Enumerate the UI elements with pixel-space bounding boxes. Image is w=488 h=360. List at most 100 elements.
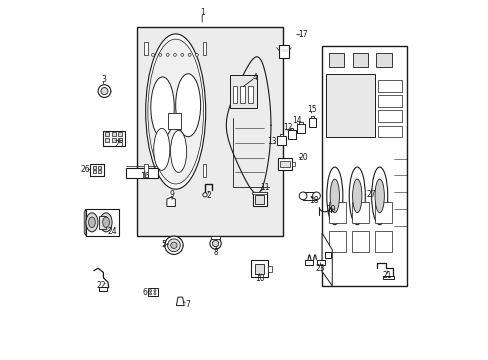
- Text: 21: 21: [382, 271, 391, 280]
- Text: 23: 23: [315, 264, 325, 273]
- Ellipse shape: [352, 179, 361, 213]
- Bar: [317, 260, 324, 265]
- Ellipse shape: [102, 217, 109, 228]
- Bar: [322, 46, 406, 286]
- Bar: [374, 202, 391, 224]
- Bar: [203, 164, 206, 177]
- Bar: [290, 128, 293, 130]
- Text: 7: 7: [184, 300, 189, 309]
- Bar: [280, 161, 289, 167]
- Bar: [310, 116, 313, 118]
- Ellipse shape: [153, 129, 169, 170]
- Bar: [383, 276, 393, 279]
- Bar: [279, 134, 283, 136]
- Ellipse shape: [299, 192, 306, 200]
- Circle shape: [170, 242, 177, 248]
- Text: 25: 25: [114, 140, 124, 149]
- Polygon shape: [176, 297, 184, 306]
- Bar: [376, 53, 391, 67]
- Polygon shape: [322, 233, 332, 286]
- Circle shape: [154, 289, 156, 292]
- Polygon shape: [84, 209, 86, 235]
- Ellipse shape: [329, 179, 339, 213]
- Bar: [98, 166, 101, 168]
- Text: 26: 26: [80, 165, 90, 174]
- Bar: [267, 266, 271, 272]
- Bar: [328, 231, 345, 252]
- Text: 10: 10: [254, 274, 264, 283]
- Bar: [303, 192, 316, 200]
- Circle shape: [98, 85, 111, 98]
- Bar: [230, 75, 256, 108]
- Polygon shape: [166, 197, 175, 207]
- Bar: [296, 124, 304, 133]
- Circle shape: [166, 53, 169, 56]
- Circle shape: [188, 53, 191, 56]
- Bar: [168, 113, 180, 129]
- Bar: [137, 27, 283, 237]
- Bar: [255, 195, 264, 204]
- Bar: [291, 162, 294, 166]
- Bar: [308, 118, 316, 127]
- Text: 8: 8: [213, 248, 218, 257]
- Circle shape: [212, 240, 218, 247]
- Bar: [305, 260, 312, 265]
- Text: 2: 2: [206, 192, 210, 201]
- Bar: [277, 136, 285, 145]
- Text: 17: 17: [297, 30, 307, 39]
- Bar: [254, 264, 264, 274]
- Bar: [126, 168, 158, 178]
- Text: 19: 19: [325, 206, 335, 215]
- Ellipse shape: [348, 167, 365, 225]
- Bar: [251, 192, 267, 194]
- Circle shape: [209, 238, 221, 249]
- Bar: [280, 49, 287, 51]
- Bar: [118, 132, 122, 136]
- Text: 22: 22: [97, 281, 106, 290]
- Text: 3: 3: [101, 75, 105, 84]
- Circle shape: [195, 53, 198, 56]
- Ellipse shape: [147, 39, 203, 184]
- Text: 4: 4: [252, 73, 257, 82]
- Bar: [328, 53, 344, 67]
- Bar: [211, 236, 219, 239]
- Bar: [105, 132, 109, 136]
- Ellipse shape: [374, 179, 384, 213]
- Bar: [325, 73, 375, 137]
- Circle shape: [149, 289, 151, 292]
- Bar: [352, 53, 367, 67]
- Text: 11: 11: [260, 183, 269, 192]
- Bar: [328, 202, 345, 224]
- Bar: [103, 131, 124, 146]
- Text: 20: 20: [298, 153, 308, 162]
- Bar: [374, 231, 391, 252]
- Text: 5: 5: [161, 240, 165, 249]
- Text: 15: 15: [306, 105, 316, 114]
- Bar: [278, 158, 291, 170]
- Bar: [90, 164, 104, 176]
- Ellipse shape: [371, 167, 387, 225]
- Circle shape: [101, 87, 108, 95]
- Ellipse shape: [312, 192, 320, 200]
- Bar: [112, 132, 116, 136]
- Bar: [240, 86, 244, 103]
- Ellipse shape: [86, 213, 98, 232]
- Bar: [252, 192, 266, 207]
- Bar: [351, 202, 368, 224]
- Bar: [287, 130, 295, 139]
- Text: 27: 27: [366, 190, 376, 199]
- Bar: [98, 170, 101, 173]
- Bar: [377, 95, 401, 107]
- Circle shape: [164, 236, 183, 255]
- Bar: [86, 209, 119, 235]
- Bar: [118, 138, 122, 142]
- Text: 1: 1: [200, 8, 204, 17]
- Ellipse shape: [175, 74, 200, 137]
- Text: 12: 12: [283, 123, 292, 132]
- Circle shape: [173, 53, 176, 56]
- Bar: [93, 170, 96, 173]
- Text: 6: 6: [142, 288, 147, 297]
- Bar: [377, 126, 401, 137]
- Circle shape: [181, 53, 183, 56]
- Ellipse shape: [145, 34, 205, 189]
